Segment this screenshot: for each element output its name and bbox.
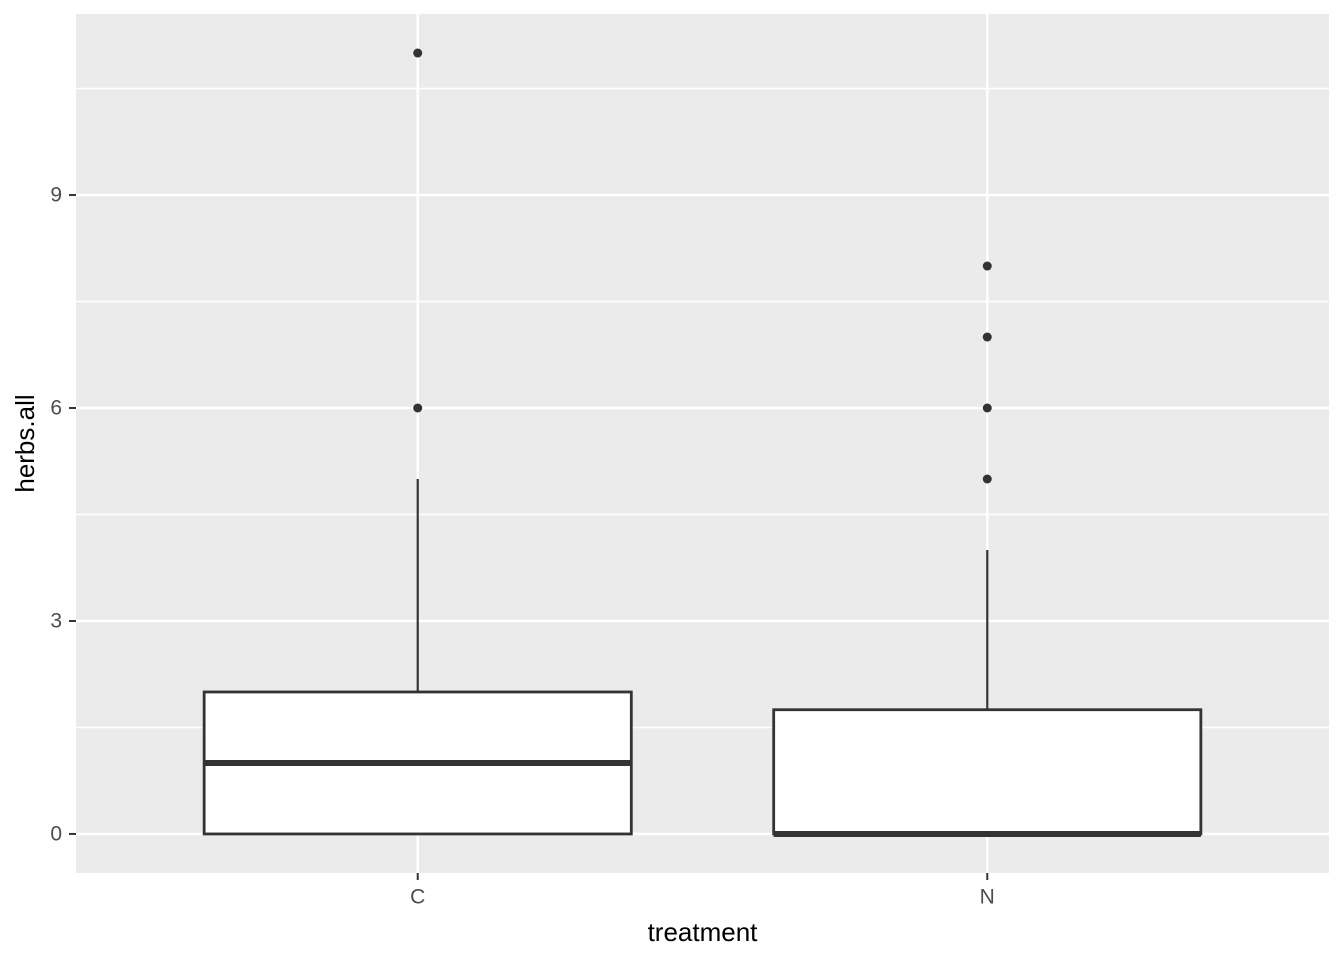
box-N: [772, 708, 1203, 836]
y-tick-label-0: 0: [50, 822, 62, 845]
outlier-N-8: [982, 261, 992, 271]
outlier-N-5: [982, 474, 992, 484]
box-layer: [202, 48, 1203, 837]
y-tick-label-9: 9: [50, 184, 62, 207]
y-tick-label-6: 6: [50, 397, 62, 420]
outlier-N-6: [982, 403, 992, 413]
axis-layer: 0 3 6 9 C N: [50, 184, 995, 909]
outlier-N-7: [982, 332, 992, 342]
outlier-C-11: [413, 48, 423, 58]
x-axis-title: treatment: [648, 917, 759, 947]
y-axis-title: herbs.all: [10, 394, 40, 492]
outlier-C-6: [413, 403, 423, 413]
x-tick-label-N: N: [980, 886, 995, 909]
y-tick-label-3: 3: [50, 609, 62, 632]
x-tick-label-C: C: [410, 886, 425, 909]
